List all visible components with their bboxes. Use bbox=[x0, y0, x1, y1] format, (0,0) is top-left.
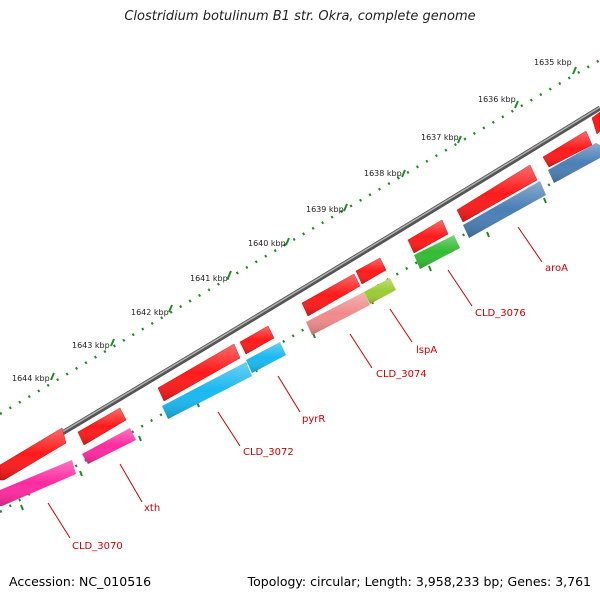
forward-genes bbox=[0, 111, 600, 481]
gene-label-pyrR[interactable]: pyrR bbox=[302, 414, 325, 425]
scale-label-1635: 1635 kbp bbox=[534, 58, 572, 67]
gene-label-CLD_3070[interactable]: CLD_3070 bbox=[72, 541, 123, 552]
outer-scale-ring bbox=[0, 58, 600, 416]
gene-label-CLD_3076[interactable]: CLD_3076 bbox=[475, 308, 526, 319]
genome-backbone bbox=[0, 105, 600, 473]
inner-scale-ring bbox=[0, 153, 600, 514]
gene-label-lspA[interactable]: lspA bbox=[416, 345, 437, 356]
scale-label-1637: 1637 kbp bbox=[421, 133, 459, 142]
gene-forward-10[interactable] bbox=[591, 111, 600, 135]
scale-label-1641: 1641 kbp bbox=[190, 274, 228, 283]
scale-label-1644: 1644 kbp bbox=[12, 374, 50, 383]
outer-scale-major-ticks bbox=[50, 66, 577, 381]
topology-text: Topology: circular; Length: 3,958,233 bp… bbox=[247, 574, 591, 589]
gene-label-CLD_3072[interactable]: CLD_3072 bbox=[243, 447, 294, 458]
scale-label-1643: 1643 kbp bbox=[72, 341, 110, 350]
scale-label-1636: 1636 kbp bbox=[478, 95, 516, 104]
accession-text: Accession: NC_010516 bbox=[9, 574, 152, 589]
gene-label-xth[interactable]: xth bbox=[144, 503, 160, 514]
scale-label-1640: 1640 kbp bbox=[248, 239, 286, 248]
gene-label-aroA[interactable]: aroA bbox=[545, 263, 568, 274]
gene-label-leaders bbox=[47, 226, 543, 539]
map-title: Clostridium botulinum B1 str. Okra, comp… bbox=[124, 9, 476, 24]
gene-label-CLD_3074[interactable]: CLD_3074 bbox=[376, 369, 427, 380]
scale-label-1638: 1638 kbp bbox=[364, 169, 402, 178]
scale-label-1642: 1642 kbp bbox=[131, 308, 169, 317]
scale-label-1639: 1639 kbp bbox=[306, 205, 344, 214]
